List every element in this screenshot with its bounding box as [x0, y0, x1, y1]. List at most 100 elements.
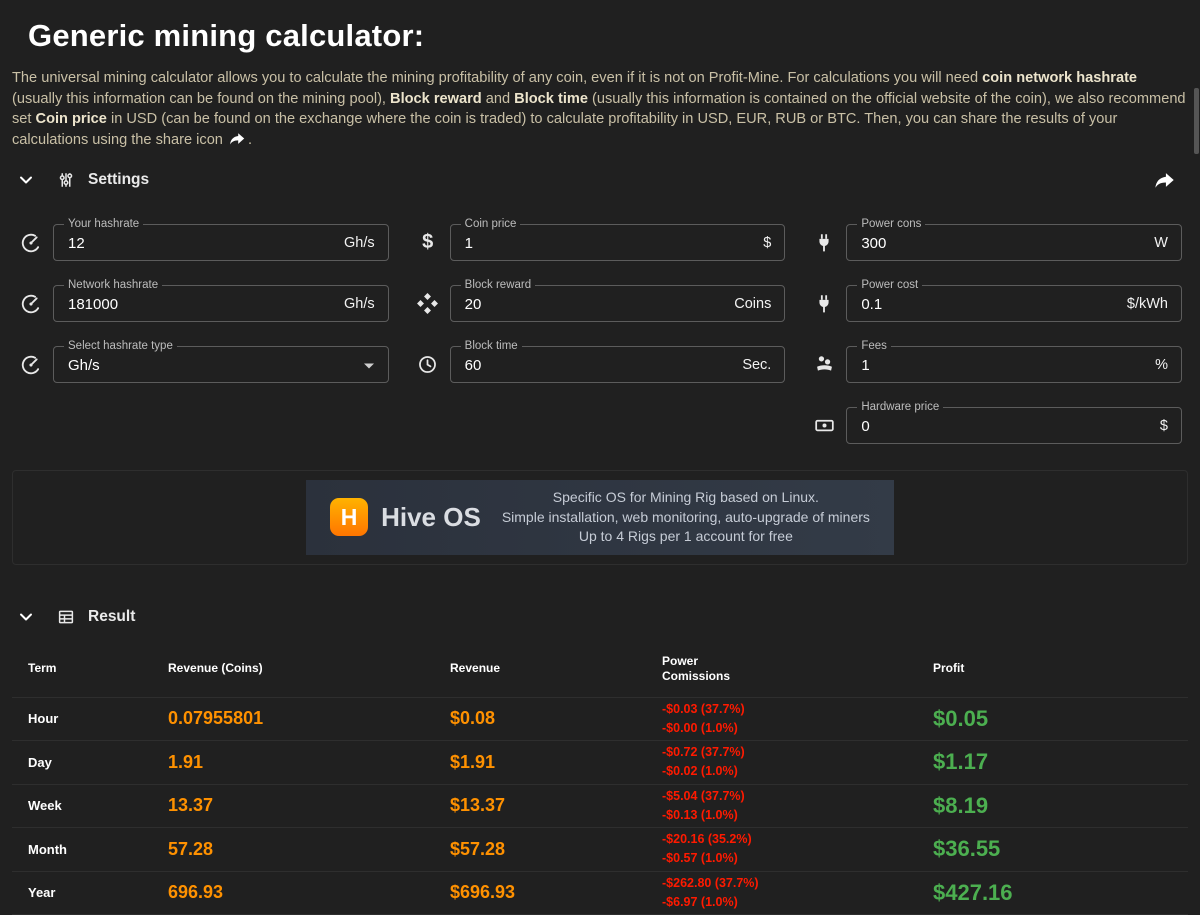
term-cell: Week [28, 798, 168, 813]
chevron-down-icon[interactable] [16, 170, 36, 190]
power-commissions-cell: -$0.72 (37.7%) -$0.02 (1.0%) [662, 743, 933, 781]
revenue-cell: $696.93 [450, 882, 662, 903]
field-suffix: Sec. [742, 357, 771, 373]
power-commissions-cell: -$5.04 (37.7%) -$0.13 (1.0%) [662, 787, 933, 825]
result-heading: Result [88, 608, 135, 626]
revenue-coins-cell: 13.37 [168, 795, 450, 816]
block-reward-field: Block reward Coins [450, 285, 786, 322]
block-time-input[interactable] [451, 347, 785, 382]
share-icon [229, 130, 246, 147]
coin-price-row: $ Coin price $ [415, 224, 786, 261]
intro-bold-block-reward: Block reward [390, 91, 482, 107]
page-title: Generic mining calculator: [28, 18, 1172, 54]
revenue-cell: $0.08 [450, 708, 662, 729]
network-hashrate-row: Network hashrate Gh/s [18, 285, 389, 322]
share-results-button[interactable] [1154, 169, 1176, 191]
intro-text: The universal mining calculator allows y… [12, 68, 1188, 150]
revenue-coins-cell: 1.91 [168, 752, 450, 773]
profit-cell: $1.17 [933, 749, 1172, 775]
hashrate-type-select[interactable]: Select hashrate type Gh/s [53, 346, 389, 383]
block-time-row: Block time Sec. [415, 346, 786, 383]
field-label: Select hashrate type [64, 339, 177, 353]
intro-segment: and [482, 91, 514, 107]
table-row: Year 696.93 $696.93 -$262.80 (37.7%) -$6… [12, 871, 1188, 915]
hiveos-logo-icon: H [330, 498, 368, 536]
tune-icon [57, 171, 75, 189]
settings-heading: Settings [88, 171, 149, 189]
dollar-icon: $ [415, 231, 441, 254]
your-hashrate-input[interactable] [54, 225, 388, 260]
hiveos-banner[interactable]: H Hive OS Specific OS for Mining Rig bas… [306, 480, 894, 555]
profit-cell: $0.05 [933, 706, 1172, 732]
gauge-icon [18, 354, 44, 376]
dropdown-arrow-icon [364, 363, 374, 368]
field-suffix: $ [1160, 418, 1168, 434]
result-section-header: Result [16, 597, 1184, 637]
banknote-icon [811, 415, 837, 436]
gauge-icon [18, 232, 44, 254]
result-table: Term Revenue (Coins) Revenue Power Comis… [12, 641, 1188, 915]
power-cost-row: Power cost $/kWh [811, 285, 1182, 322]
fees-input[interactable] [847, 347, 1181, 382]
term-cell: Year [28, 885, 168, 900]
plug-icon [811, 294, 837, 314]
fees-row: Fees % [811, 346, 1182, 383]
field-suffix: $/kWh [1127, 296, 1168, 312]
coin-price-input[interactable] [451, 225, 785, 260]
network-hashrate-field: Network hashrate Gh/s [53, 285, 389, 322]
revenue-coins-cell: 0.07955801 [168, 708, 450, 729]
term-cell: Day [28, 755, 168, 770]
table-icon [57, 608, 75, 626]
term-cell: Hour [28, 711, 168, 726]
form-column-hashrate: Your hashrate Gh/s Network hashrate Gh/s [18, 224, 389, 444]
revenue-cell: $1.91 [450, 752, 662, 773]
block-time-field: Block time Sec. [450, 346, 786, 383]
revenue-coins-cell: 57.28 [168, 839, 450, 860]
field-suffix: % [1155, 357, 1168, 373]
block-reward-row: Block reward Coins [415, 285, 786, 322]
power-cost-field: Power cost $/kWh [846, 285, 1182, 322]
power-cons-input[interactable] [847, 225, 1181, 260]
hardware-price-row: Hardware price $ [811, 407, 1182, 444]
hashrate-type-value: Gh/s [68, 357, 100, 374]
intro-segment: in USD (can be found on the exchange whe… [12, 111, 1117, 148]
intro-bold-network-hashrate: coin network hashrate [982, 70, 1137, 86]
your-hashrate-field: Your hashrate Gh/s [53, 224, 389, 261]
hiveos-line-3: Up to 4 Rigs per 1 account for free [579, 527, 793, 547]
profit-cell: $8.19 [933, 793, 1172, 819]
hardware-price-field: Hardware price $ [846, 407, 1182, 444]
term-cell: Month [28, 842, 168, 857]
clock-icon [415, 354, 441, 375]
coins-hand-icon [811, 354, 837, 375]
chevron-down-icon[interactable] [16, 607, 36, 627]
hashrate-type-row: Select hashrate type Gh/s [18, 346, 389, 383]
col-header-power-commissions: Power Comissions [662, 654, 933, 684]
form-column-power: Power cons W Power cost $/kWh [811, 224, 1182, 444]
table-row: Week 13.37 $13.37 -$5.04 (37.7%) -$0.13 … [12, 784, 1188, 828]
hardware-price-input[interactable] [847, 408, 1181, 443]
profit-cell: $427.16 [933, 880, 1172, 906]
power-commissions-cell: -$0.03 (37.7%) -$0.00 (1.0%) [662, 700, 933, 738]
power-cons-row: Power cons W [811, 224, 1182, 261]
revenue-cell: $13.37 [450, 795, 662, 816]
power-commissions-cell: -$20.16 (35.2%) -$0.57 (1.0%) [662, 830, 933, 868]
intro-segment: The universal mining calculator allows y… [12, 70, 982, 86]
power-cons-field: Power cons W [846, 224, 1182, 261]
intro-segment: (usually this information can be found o… [12, 91, 390, 107]
settings-section-header: Settings [16, 160, 1184, 200]
scrollbar-thumb[interactable] [1194, 88, 1199, 154]
col-header-revenue-coins: Revenue (Coins) [168, 661, 450, 676]
field-suffix: $ [763, 235, 771, 251]
fees-field: Fees % [846, 346, 1182, 383]
profit-cell: $36.55 [933, 836, 1172, 862]
hiveos-line-2: Simple installation, web monitoring, aut… [502, 508, 870, 528]
revenue-coins-cell: 696.93 [168, 882, 450, 903]
plug-icon [811, 233, 837, 253]
network-hashrate-input[interactable] [54, 286, 388, 321]
hiveos-tagline: Specific OS for Mining Rig based on Linu… [502, 488, 870, 547]
gauge-icon [18, 293, 44, 315]
form-column-coin: $ Coin price $ Block reward Coins [415, 224, 786, 444]
intro-bold-block-time: Block time [514, 91, 588, 107]
hiveos-brand: Hive OS [381, 502, 481, 533]
